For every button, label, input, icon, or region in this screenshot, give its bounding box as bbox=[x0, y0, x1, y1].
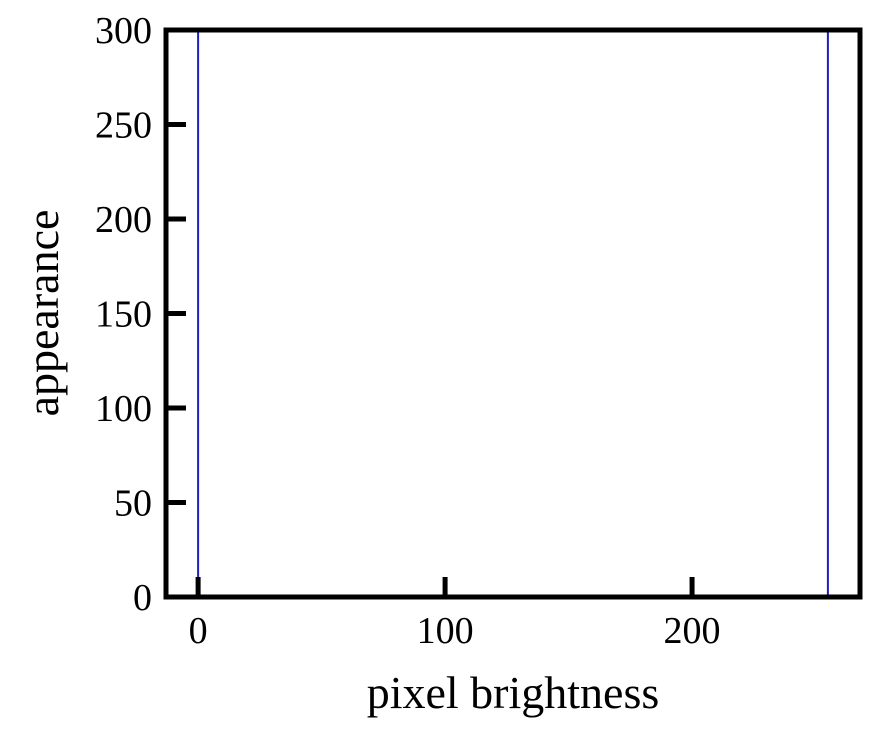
y-tick-label-5: 250 bbox=[95, 105, 152, 147]
y-tick-label-3: 150 bbox=[95, 294, 152, 336]
x-tick-label-0: 0 bbox=[189, 610, 208, 652]
x-tick-label-2: 200 bbox=[664, 610, 721, 652]
x-axis-label: pixel brightness bbox=[367, 667, 660, 718]
y-tick-label-4: 200 bbox=[95, 199, 152, 241]
plot-area-frame bbox=[163, 27, 863, 600]
bar-group bbox=[197, 30, 829, 597]
y-tick-label-2: 100 bbox=[95, 388, 152, 430]
x-tick-label-1: 100 bbox=[417, 610, 474, 652]
y-tick-label-1: 50 bbox=[114, 483, 152, 525]
y-axis-label: appearance bbox=[17, 210, 68, 417]
x-tick-group: 0 100 200 bbox=[189, 577, 721, 652]
y-tick-label-6: 300 bbox=[95, 10, 152, 52]
y-tick-label-0: 0 bbox=[133, 577, 152, 619]
